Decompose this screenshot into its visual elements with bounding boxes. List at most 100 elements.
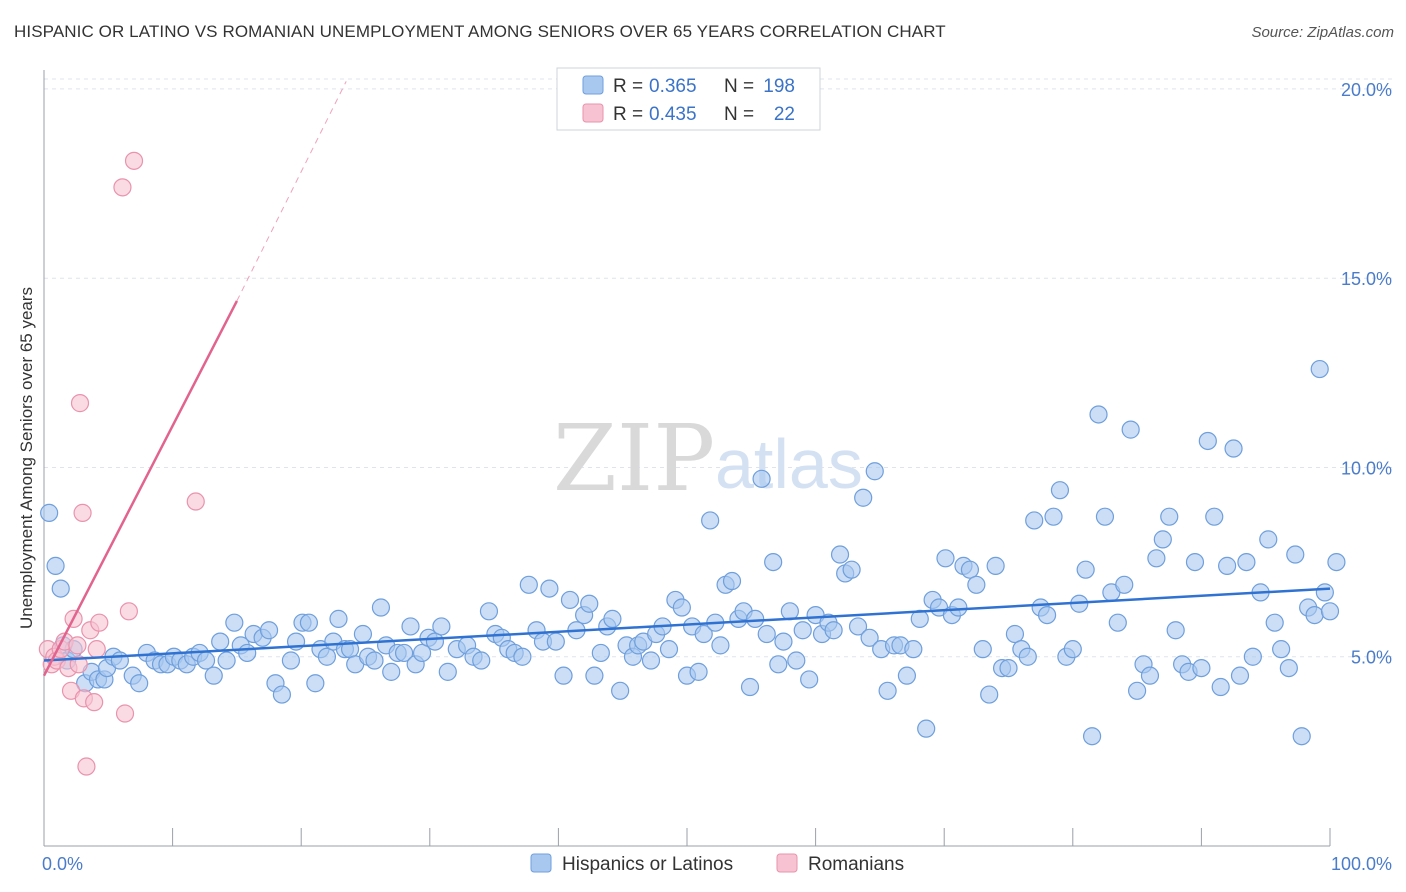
- trend-lines: [42, 81, 1331, 677]
- hispanics-point-132: [878, 681, 897, 700]
- hispanics-point-138: [917, 719, 936, 738]
- romanians-point-16: [85, 693, 104, 712]
- y-axis-title: Unemployment Among Seniors over 65 years: [17, 287, 36, 629]
- hispanics-point-92: [641, 651, 661, 670]
- hispanics-point-111: [752, 469, 771, 488]
- hispanics-point-101: [694, 624, 713, 644]
- hispanics-point-126: [842, 560, 861, 579]
- hispanics-point-148: [980, 685, 999, 704]
- hispanics-point-109: [740, 677, 760, 697]
- hispanics-point-199: [1310, 359, 1329, 379]
- hispanics-point-176: [1160, 507, 1179, 526]
- hispanics-point-55: [394, 643, 414, 663]
- hispanics-point-87: [611, 681, 630, 700]
- hispanics-point-123: [824, 621, 843, 640]
- hispanics-point-84: [591, 643, 610, 663]
- legend-swatch-blue: [582, 75, 604, 95]
- hispanics-point-113: [764, 552, 783, 572]
- hispanics-point-83: [585, 666, 604, 685]
- hispanics-point-182: [1198, 431, 1217, 451]
- hispanics-point-180: [1185, 552, 1205, 572]
- legend-n-label-2: N =: [724, 104, 754, 125]
- hispanics-point-39: [299, 613, 319, 632]
- hispanics-point-173: [1140, 666, 1160, 685]
- source-label: Source: ZipAtlas.com: [1251, 24, 1394, 41]
- hispanics-point-170: [1121, 420, 1140, 439]
- hispanics-point-106: [722, 571, 742, 591]
- hispanics-point-56: [401, 617, 420, 636]
- hispanics-point-177: [1166, 621, 1185, 640]
- hispanics-point-102: [701, 511, 720, 530]
- y-tick-labels: 5.0% 10.0% 15.0% 20.0%: [1341, 80, 1392, 668]
- hispanics-point-73: [519, 575, 538, 594]
- hispanics-point-76: [540, 579, 559, 598]
- hispanics-point-51: [371, 598, 391, 617]
- hispanics-point-163: [1076, 560, 1095, 579]
- trend-line-hispanics: [43, 587, 1331, 662]
- hispanics-point-152: [1005, 624, 1025, 644]
- grid-lines: [44, 78, 1392, 658]
- hispanics-point-61: [432, 617, 451, 636]
- y-tick-label-10: 10.0%: [1341, 458, 1392, 478]
- hispanics-point-44: [329, 609, 348, 628]
- hispanics-point-196: [1292, 727, 1311, 746]
- hispanics-point-202: [1327, 552, 1346, 572]
- legend-swatch-pink: [582, 103, 604, 123]
- hispanics-point-154: [1018, 647, 1037, 666]
- hispanics-point-95: [659, 640, 679, 659]
- hispanics-point-164: [1082, 727, 1102, 746]
- hispanics-point-159: [1050, 481, 1070, 500]
- hispanics-point-115: [774, 632, 793, 651]
- romanians-point-18: [90, 613, 109, 632]
- hispanics-point-40: [306, 674, 325, 693]
- hispanics-point-186: [1224, 439, 1243, 458]
- romanians-point-22: [124, 151, 144, 170]
- romanians-point-12: [73, 503, 92, 522]
- hispanics-point-135: [897, 666, 917, 685]
- hispanics-point-141: [936, 549, 955, 568]
- hispanics-point-165: [1089, 405, 1108, 424]
- hispanics-point-174: [1147, 549, 1166, 568]
- x-tick-label-max: 100.0%: [1331, 854, 1392, 874]
- hispanics-point-33: [259, 621, 279, 640]
- hispanics-point-200: [1315, 583, 1334, 602]
- trend-line-romanians: [42, 300, 239, 677]
- hispanics-point-195: [1286, 545, 1305, 564]
- hispanics-point-201: [1320, 602, 1340, 621]
- romanians-point-11: [70, 394, 90, 413]
- watermark-zip: ZIP: [553, 405, 715, 512]
- hispanics-point-12: [110, 651, 129, 670]
- x-ticks: [172, 828, 1331, 846]
- hispanics-point-58: [412, 643, 432, 663]
- hispanics-point-0: [40, 503, 59, 522]
- hispanics-point-14: [130, 674, 149, 693]
- hispanics-point-175: [1153, 530, 1172, 549]
- legend-r-label-1: R =: [613, 76, 643, 97]
- hispanics-point-184: [1211, 677, 1230, 697]
- hispanics-point-169: [1115, 575, 1134, 594]
- hispanics-point-79: [560, 590, 580, 610]
- bottom-legend-label-hispanics: Hispanics or Latinos: [562, 854, 733, 875]
- hispanics-point-25: [204, 666, 223, 685]
- hispanics-point-62: [438, 662, 457, 681]
- hispanics-point-155: [1025, 511, 1044, 530]
- legend-r-value-2: 0.435: [649, 104, 697, 125]
- x-tick-label-min: 0.0%: [42, 854, 83, 874]
- series-romanians-points: [38, 151, 205, 776]
- hispanics-point-119: [800, 670, 819, 689]
- hispanics-point-60: [425, 632, 445, 651]
- hispanics-point-97: [672, 598, 691, 617]
- romanians-point-17: [87, 640, 106, 659]
- hispanics-point-100: [689, 662, 708, 681]
- legend-r-value-1: 0.365: [649, 76, 697, 97]
- hispanics-point-114: [769, 655, 788, 674]
- hispanics-point-147: [973, 640, 992, 659]
- romanians-point-21: [119, 602, 138, 621]
- hispanics-point-143: [949, 598, 968, 617]
- hispanics-point-149: [986, 556, 1005, 575]
- legend-box: R = 0.365 N = 198 R = 0.435 N = 22: [556, 67, 821, 131]
- hispanics-point-161: [1063, 640, 1082, 659]
- legend-n-value-1: 198: [763, 76, 795, 97]
- hispanics-point-168: [1108, 613, 1127, 632]
- hispanics-point-24: [196, 651, 216, 670]
